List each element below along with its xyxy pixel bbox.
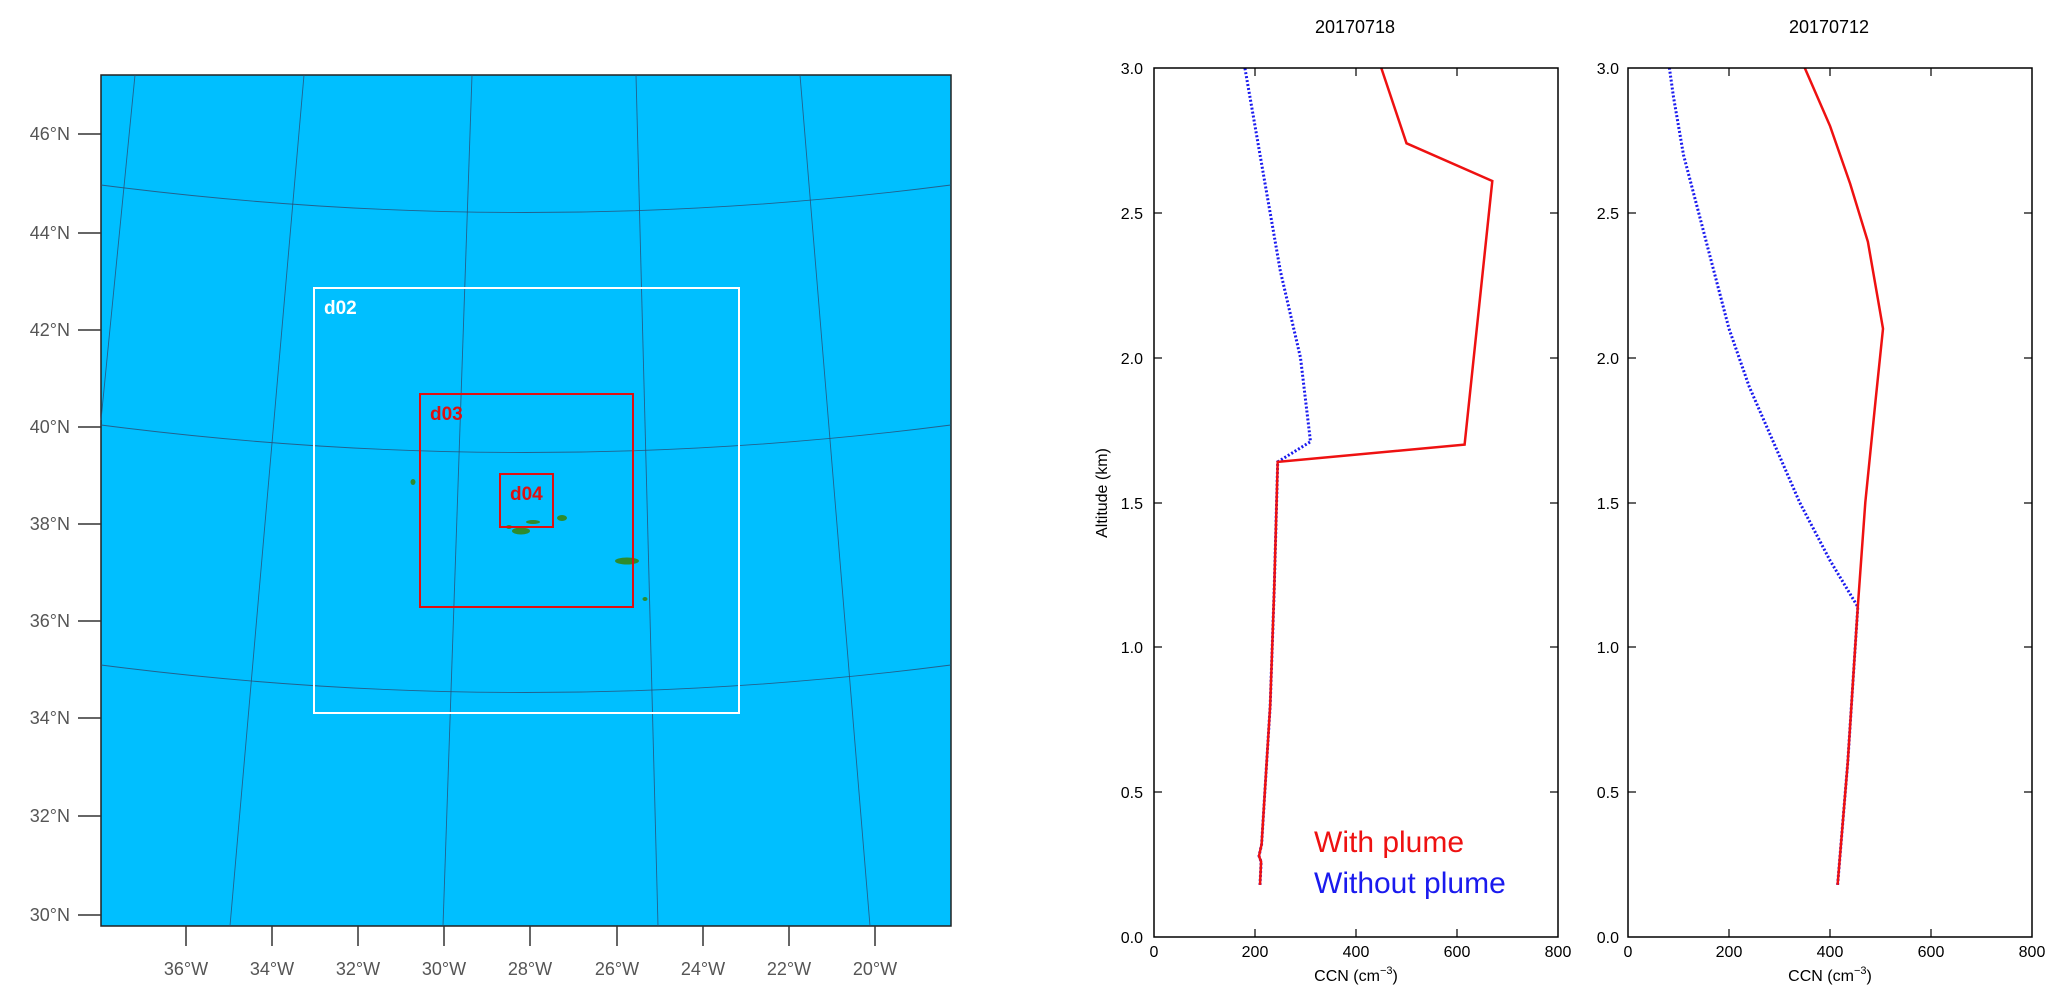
- plot-frame: [1627, 67, 2033, 938]
- x-axis-label-close: ): [1866, 968, 1871, 985]
- x-tick-label: 200: [1242, 944, 1269, 961]
- x-tick-label: 400: [1817, 944, 1844, 961]
- series-line-with-plume: [1803, 67, 1885, 886]
- domain-box-d03: [419, 393, 634, 608]
- y-tick-label: 3.0: [1121, 61, 1143, 78]
- island-santa-maria: [642, 597, 648, 601]
- x-axis-label: CCN (cm−3): [1788, 965, 1872, 985]
- y-tick-labels: 0.0 0.5 1.0 1.5 2.0 2.5 3.0: [1121, 61, 1143, 947]
- lat-label-38n: 38°N: [30, 514, 70, 534]
- lon-ticks: [185, 926, 876, 946]
- series-line-with-plume: [1257, 67, 1494, 885]
- map-graticule: [100, 74, 952, 927]
- y-tick-label: 1.5: [1121, 496, 1143, 513]
- x-axis-label-text: CCN (cm: [1314, 968, 1380, 985]
- y-axis-label: Altitude (km): [1094, 448, 1111, 538]
- y-tick-label: 0.5: [1121, 785, 1143, 802]
- lon-label-28w: 28°W: [508, 959, 552, 979]
- island-flores: [410, 479, 416, 485]
- profile-chart-20170718: 20170718 Altitude (km) 0.0 0.5 1.0 1.5 2…: [1094, 17, 1571, 985]
- legend: With plume Without plume: [1314, 826, 1506, 900]
- meridian-35W: [100, 74, 136, 421]
- meridian-20W: [635, 74, 659, 927]
- lat-label-36n: 36°N: [30, 611, 70, 631]
- x-tick-labels: 0 200 400 600 800: [1150, 944, 1572, 961]
- island-pico: [512, 527, 530, 535]
- x-tick-label: 600: [1918, 944, 1945, 961]
- lon-label-24w: 24°W: [681, 959, 725, 979]
- y-tick-label: 3.0: [1597, 61, 1619, 78]
- y-tick-label: 1.0: [1597, 640, 1619, 657]
- x-tick-label: 200: [1716, 944, 1743, 961]
- y-tick-label: 1.0: [1121, 640, 1143, 657]
- lon-label-36w: 36°W: [164, 959, 208, 979]
- domain-box-d04: [499, 473, 554, 528]
- lat-label-30n: 30°N: [30, 905, 70, 925]
- lat-label-32n: 32°N: [30, 806, 70, 826]
- x-tick-label: 800: [1545, 944, 1572, 961]
- lon-labels: 36°W 34°W 32°W 30°W 28°W 26°W 24°W 22°W …: [164, 959, 897, 979]
- domain-box-d02: [313, 287, 740, 714]
- y-tick-label: 1.5: [1597, 496, 1619, 513]
- map-panel: d02 d03 d04 46°N 44°N 42°N 40°N 38°N 36°…: [30, 74, 952, 979]
- profile-chart-20170712: 20170712 0.0 0.5 1.0 1.5 2.0 2.5 3.0 0 2…: [1597, 17, 2046, 985]
- y-tick-label: 2.5: [1597, 206, 1619, 223]
- meridian-30W: [229, 74, 305, 927]
- tick-marks: [1628, 68, 2032, 937]
- y-tick-label: 2.5: [1121, 206, 1143, 223]
- legend-entry-with-plume: With plume: [1314, 826, 1464, 859]
- x-axis-label-exponent: −3: [1854, 965, 1867, 977]
- lat-label-34n: 34°N: [30, 708, 70, 728]
- y-tick-label: 2.0: [1597, 351, 1619, 368]
- lat-label-42n: 42°N: [30, 320, 70, 340]
- x-axis-label: CCN (cm−3): [1314, 965, 1398, 985]
- plot-frame: [1153, 67, 1559, 938]
- tick-marks: [1154, 68, 1558, 937]
- parallel-40N: [100, 424, 952, 453]
- legend-entry-without-plume: Without plume: [1314, 867, 1506, 900]
- x-axis-label-close: ): [1392, 968, 1397, 985]
- y-tick-label: 0.5: [1597, 785, 1619, 802]
- x-tick-label: 0: [1150, 944, 1159, 961]
- lon-label-26w: 26°W: [595, 959, 639, 979]
- x-axis-label-exponent: −3: [1380, 965, 1393, 977]
- lat-label-40n: 40°N: [30, 417, 70, 437]
- parallel-35N: [100, 664, 952, 693]
- y-tick-labels: 0.0 0.5 1.0 1.5 2.0 2.5 3.0: [1597, 61, 1619, 947]
- lat-ticks: [78, 133, 101, 916]
- chart-title: 20170718: [1315, 17, 1395, 37]
- lon-label-32w: 32°W: [336, 959, 380, 979]
- x-tick-label: 800: [2019, 944, 2046, 961]
- domain-label-d02: d02: [324, 298, 357, 319]
- x-tick-label: 400: [1343, 944, 1370, 961]
- lon-label-34w: 34°W: [250, 959, 294, 979]
- y-tick-label: 0.0: [1121, 930, 1143, 947]
- domain-label-d04: d04: [510, 484, 543, 505]
- lat-label-44n: 44°N: [30, 223, 70, 243]
- island-sao-miguel: [615, 557, 639, 565]
- x-tick-labels: 0 200 400 600 800: [1624, 944, 2046, 961]
- meridian-15W: [799, 74, 871, 927]
- island-terceira: [557, 515, 567, 521]
- x-tick-label: 0: [1624, 944, 1633, 961]
- lon-label-20w: 20°W: [853, 959, 897, 979]
- lat-label-46n: 46°N: [30, 124, 70, 144]
- y-tick-label: 0.0: [1597, 930, 1619, 947]
- x-axis-label-text: CCN (cm: [1788, 968, 1854, 985]
- island-sao-jorge: [526, 520, 540, 524]
- lon-label-30w: 30°W: [422, 959, 466, 979]
- lon-label-22w: 22°W: [767, 959, 811, 979]
- chart-title: 20170712: [1789, 17, 1869, 37]
- lat-labels: 46°N 44°N 42°N 40°N 38°N 36°N 34°N 32°N …: [30, 124, 70, 925]
- parallel-45N: [100, 184, 952, 213]
- series-line-without-plume: [1667, 67, 1860, 886]
- meridian-25W: [442, 74, 473, 927]
- y-tick-label: 2.0: [1121, 351, 1143, 368]
- domain-label-d03: d03: [430, 404, 463, 425]
- x-tick-label: 600: [1444, 944, 1471, 961]
